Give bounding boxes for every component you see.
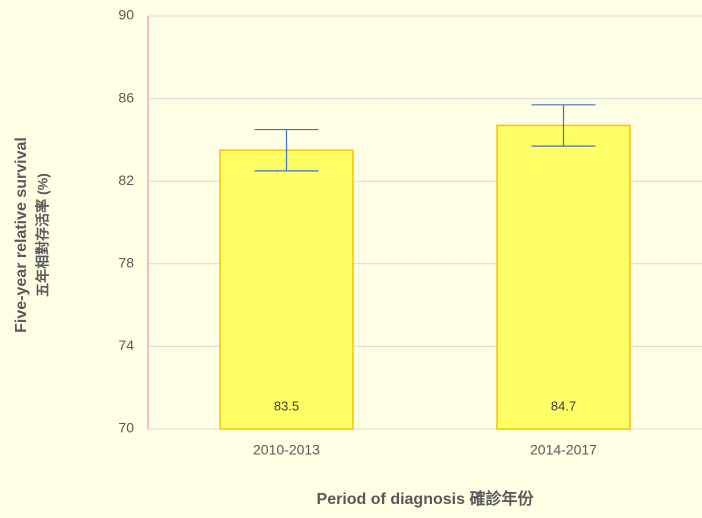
bar: [496, 124, 631, 430]
y-tick-label: 90: [118, 7, 134, 23]
data-label: 84.7: [551, 398, 576, 413]
y-tick-label: 70: [118, 420, 134, 436]
y-tick-label: 78: [118, 255, 134, 271]
y-axis-title: Five-year relative survival: [13, 137, 30, 333]
x-tick-label: 2014-2017: [530, 442, 597, 458]
x-axis-title: Period of diagnosis 確診年份: [317, 489, 535, 508]
y-tick-label: 82: [118, 172, 134, 188]
x-tick-label: 2010-2013: [253, 442, 320, 458]
y-tick-label: 86: [118, 89, 134, 105]
y-tick-label: 74: [118, 337, 134, 353]
y-axis-subtitle: 五年相對存活率 (%): [35, 173, 51, 297]
data-label: 83.5: [274, 398, 299, 413]
bar: [219, 149, 354, 430]
